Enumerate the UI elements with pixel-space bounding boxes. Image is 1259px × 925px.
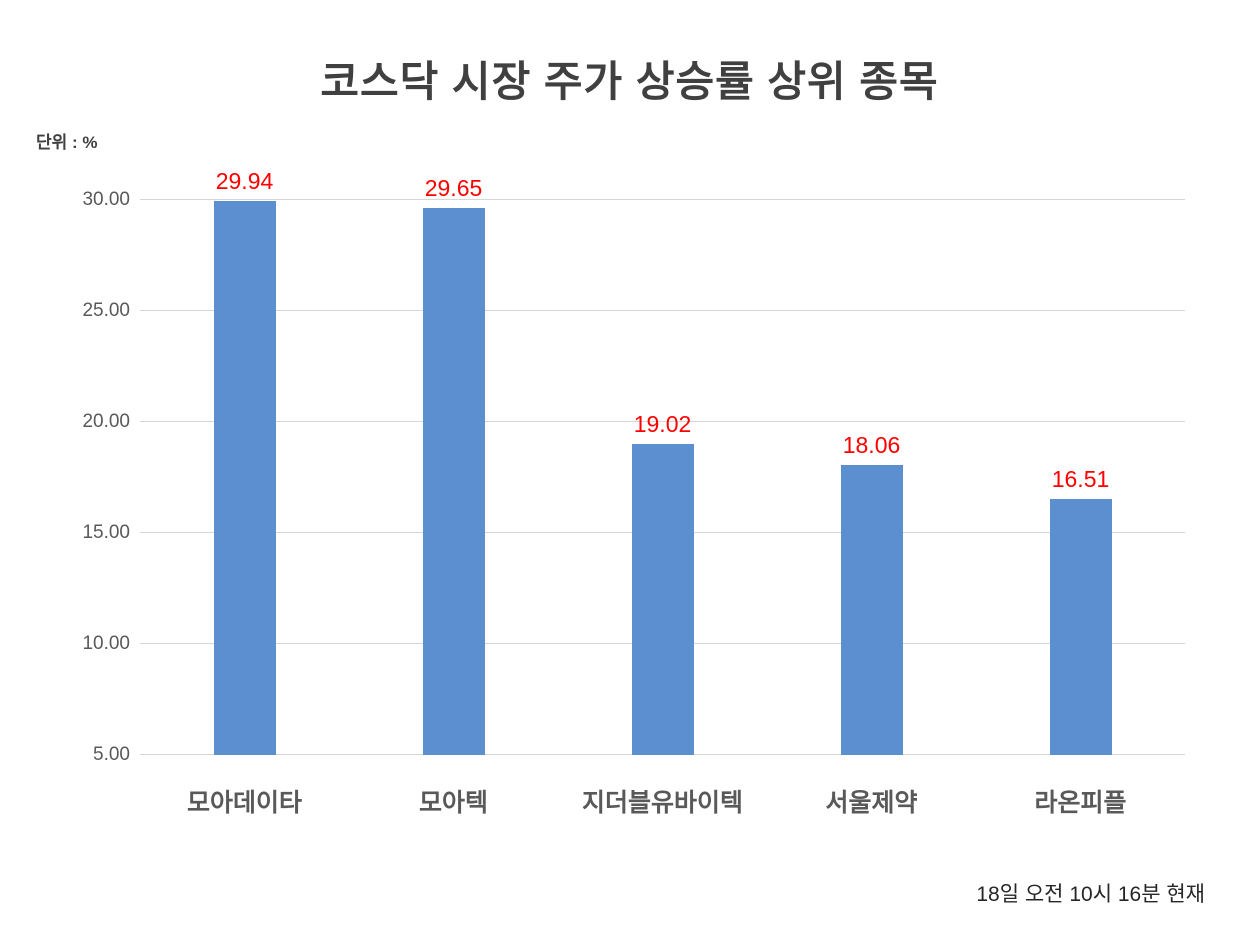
bar-3 (631, 443, 694, 755)
bar-slot: 16.51 (976, 200, 1185, 755)
plot-area: 29.94 29.65 19.02 18.06 16.51 (140, 168, 1185, 755)
bars-container: 29.94 29.65 19.02 18.06 16.51 (140, 168, 1185, 755)
gridline (140, 310, 1185, 311)
category-label: 모아텍 (418, 789, 488, 817)
unit-label: 단위 : % (36, 133, 98, 152)
y-tick-label: 30.00 (82, 189, 130, 210)
gridline (140, 199, 1185, 200)
y-tick-label: 20.00 (82, 411, 130, 432)
bar-5 (1049, 499, 1112, 755)
y-tick-label: 5.00 (93, 744, 130, 765)
category-label: 라온피플 (1034, 789, 1127, 817)
x-axis: 모아데이타 모아텍 지더블유바이텍 서울제약 라온피플 (140, 783, 1185, 819)
y-tick-label: 10.00 (82, 633, 130, 654)
bar-value-label: 29.65 (424, 174, 483, 201)
bar-value-label: 16.51 (1051, 466, 1110, 493)
bar-value-label: 18.06 (842, 432, 901, 459)
category-label: 서울제약 (825, 789, 918, 817)
bar-1 (213, 201, 276, 755)
bar-value-label: 29.94 (215, 168, 274, 195)
category-label: 모아데이타 (186, 789, 302, 817)
y-tick-label: 15.00 (82, 522, 130, 543)
category-label: 지더블유바이텍 (581, 789, 743, 817)
bar-slot: 19.02 (558, 200, 767, 755)
timestamp-note: 18일 오전 10시 16분 현재 (976, 883, 1205, 906)
y-tick-label: 25.00 (82, 300, 130, 321)
bar-slot: 29.65 (349, 175, 558, 755)
bar-slot: 29.94 (140, 168, 349, 755)
bar-4 (840, 465, 903, 755)
bar-value-label: 19.02 (633, 410, 692, 437)
bar-slot: 18.06 (767, 200, 976, 755)
y-axis: 5.00 10.00 15.00 20.00 25.00 30.00 (20, 189, 130, 765)
gridline (140, 421, 1185, 422)
chart-title: 코스닥 시장 주가 상승률 상위 종목 (320, 58, 939, 105)
bar-2 (422, 207, 485, 755)
